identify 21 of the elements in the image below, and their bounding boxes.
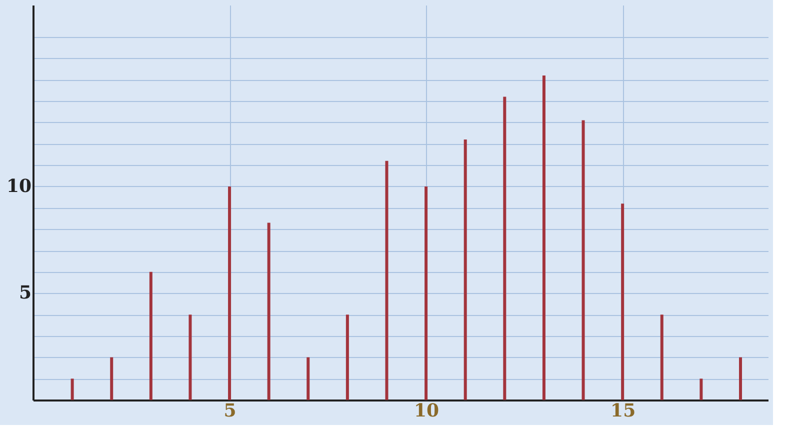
bar	[660, 314, 664, 400]
bar	[464, 140, 467, 400]
bar	[503, 96, 506, 400]
bar	[149, 272, 152, 400]
bar	[306, 357, 310, 400]
bar	[424, 186, 428, 400]
bar	[228, 186, 232, 400]
bar	[385, 160, 388, 400]
bar	[621, 204, 624, 400]
bar	[188, 314, 192, 400]
x-tick-label: 10	[414, 400, 440, 422]
x-tick-label: 5	[224, 400, 236, 422]
x-tick-label: 15	[610, 400, 636, 422]
bar	[346, 314, 349, 400]
bar	[110, 357, 114, 400]
bar	[738, 357, 742, 400]
bar	[582, 120, 585, 400]
bar	[267, 222, 270, 400]
bar	[542, 75, 546, 400]
bar	[700, 378, 703, 400]
bar	[70, 378, 74, 400]
